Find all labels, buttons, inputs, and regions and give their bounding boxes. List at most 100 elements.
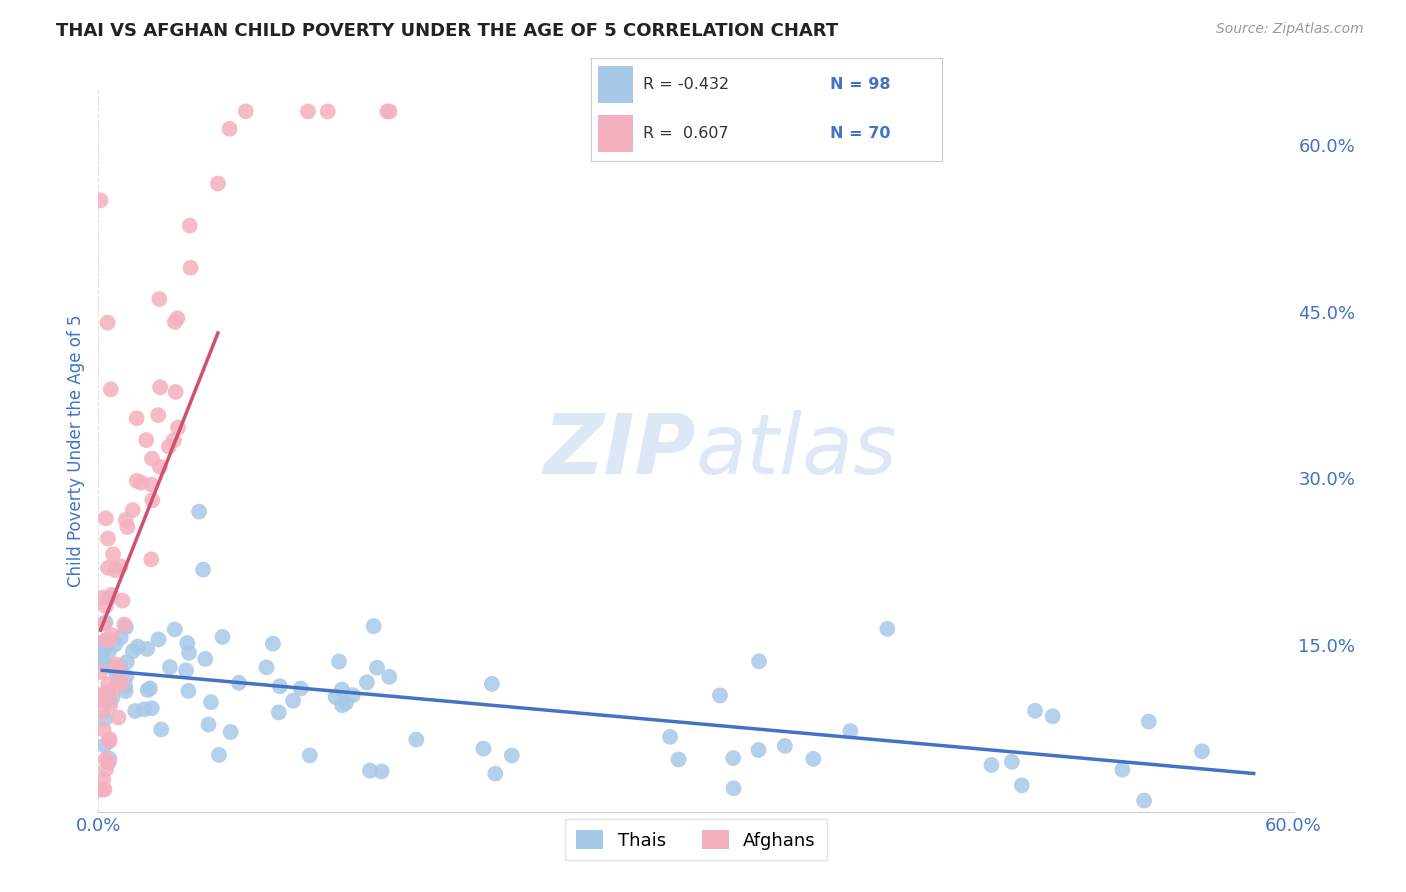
Point [105, 680, 128, 694]
Point [97, 645, 120, 659]
Point [370, 764, 392, 779]
Point [94, 633, 117, 648]
Point [363, 619, 385, 633]
Point [405, 732, 427, 747]
Point [839, 724, 862, 739]
Point [297, 104, 319, 119]
Point [141, 493, 163, 508]
Point [94, 762, 117, 776]
Point [114, 513, 136, 527]
Point [100, 588, 122, 602]
Point [134, 702, 156, 716]
Point [98, 698, 121, 713]
Point [107, 710, 129, 724]
Point [316, 104, 339, 119]
Point [179, 219, 201, 233]
Point [91, 692, 114, 706]
Point [377, 104, 399, 119]
Point [262, 637, 284, 651]
Point [481, 677, 503, 691]
Point [176, 636, 198, 650]
Point [101, 659, 124, 673]
Point [93, 687, 115, 701]
Point [328, 655, 350, 669]
Point [114, 679, 136, 693]
Text: R = -0.432: R = -0.432 [644, 77, 730, 92]
Point [1001, 755, 1024, 769]
Point [104, 637, 127, 651]
Point [93, 723, 115, 737]
Text: N = 98: N = 98 [830, 77, 890, 92]
Point [149, 459, 172, 474]
Point [163, 623, 186, 637]
Point [359, 764, 381, 778]
Point [1133, 794, 1156, 808]
Point [110, 559, 132, 574]
Point [141, 477, 163, 491]
Point [93, 635, 115, 649]
Point [163, 315, 186, 329]
Point [98, 685, 121, 699]
Point [801, 752, 824, 766]
Point [1191, 744, 1213, 758]
Point [94, 615, 117, 630]
Point [93, 782, 115, 797]
Point [114, 684, 136, 698]
Point [100, 382, 122, 396]
Point [98, 731, 121, 746]
Bar [598, 115, 633, 153]
Point [773, 739, 796, 753]
Point [330, 698, 353, 713]
Point [668, 752, 690, 766]
Point [1024, 704, 1046, 718]
Point [148, 292, 170, 306]
Point [139, 681, 162, 696]
Point [1111, 763, 1133, 777]
Point [105, 657, 128, 672]
Point [177, 646, 200, 660]
Point [378, 670, 401, 684]
Point [97, 532, 120, 546]
Point [115, 669, 138, 683]
Text: N = 70: N = 70 [830, 127, 890, 142]
Point [141, 552, 163, 566]
Point [723, 781, 745, 796]
Point [91, 655, 114, 669]
Point [141, 701, 163, 715]
Point [748, 654, 770, 668]
Point [188, 505, 211, 519]
Point [330, 682, 353, 697]
Point [472, 741, 495, 756]
Point [89, 782, 111, 797]
Point [174, 663, 197, 677]
Point [127, 640, 149, 654]
Point [91, 704, 114, 718]
Point [101, 628, 124, 642]
Point [501, 748, 523, 763]
Point [101, 547, 124, 561]
Point [104, 563, 127, 577]
Point [91, 782, 114, 797]
Point [89, 194, 111, 208]
Point [378, 104, 401, 119]
Point [111, 675, 134, 690]
Point [709, 689, 731, 703]
Point [89, 665, 111, 679]
Point [136, 683, 159, 698]
Text: THAI VS AFGHAN CHILD POVERTY UNDER THE AGE OF 5 CORRELATION CHART: THAI VS AFGHAN CHILD POVERTY UNDER THE A… [56, 22, 838, 40]
Point [94, 712, 117, 726]
Bar [598, 66, 633, 103]
Point [150, 723, 173, 737]
Point [356, 675, 378, 690]
Point [228, 675, 250, 690]
Point [91, 656, 114, 670]
Point [98, 734, 121, 748]
Point [148, 632, 170, 647]
Point [177, 684, 200, 698]
Point [342, 688, 364, 702]
Point [200, 695, 222, 709]
Point [281, 694, 304, 708]
Point [157, 440, 180, 454]
Point [207, 177, 229, 191]
Point [211, 630, 233, 644]
